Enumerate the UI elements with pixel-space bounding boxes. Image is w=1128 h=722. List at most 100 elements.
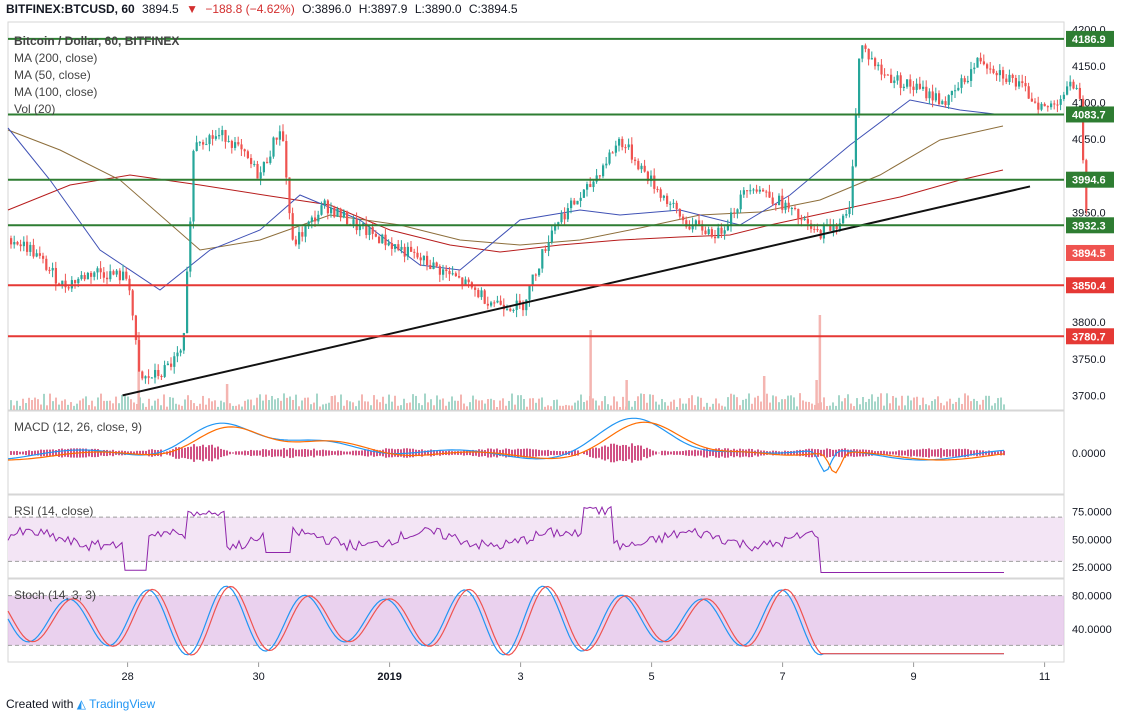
legend-ma200[interactable]: MA (200, close): [14, 51, 98, 65]
candle-up: [906, 79, 909, 87]
candle-down: [16, 242, 19, 245]
macd-pane-label[interactable]: MACD (12, 26, close, 9): [14, 420, 143, 434]
candle-down: [160, 376, 163, 378]
candle-down: [781, 195, 784, 210]
macd-histogram-bar: [205, 447, 207, 459]
volume-bar: [160, 405, 162, 410]
macd-histogram-bar: [67, 448, 69, 458]
candle-up: [451, 273, 454, 275]
time-tick-label: 2019: [377, 671, 401, 683]
macd-histogram-bar: [688, 450, 690, 456]
candle-down: [637, 160, 640, 170]
candle-up: [557, 222, 560, 225]
macd-histogram-bar: [202, 444, 204, 462]
volume-bar: [376, 399, 378, 410]
candle-down: [64, 280, 67, 288]
volume-bar: [202, 395, 204, 410]
volume-bar: [517, 395, 519, 410]
macd-histogram-bar: [88, 449, 90, 457]
volume-bar: [478, 400, 480, 410]
volume-bar: [22, 398, 24, 410]
macd-histogram-bar: [643, 449, 645, 457]
candle-up: [739, 194, 742, 210]
candle-up: [531, 274, 534, 286]
macd-histogram-bar: [190, 446, 192, 460]
candle-down: [656, 188, 659, 190]
macd-histogram-bar: [613, 443, 615, 463]
macd-histogram-bar: [937, 449, 939, 457]
macd-histogram-bar: [253, 450, 255, 456]
macd-histogram-bar: [649, 449, 651, 457]
stoch-pane-label[interactable]: Stoch (14, 3, 3): [14, 588, 97, 602]
rsi-pane-label[interactable]: RSI (14, close): [14, 504, 94, 518]
volume-bar: [694, 405, 696, 410]
legend-ma50[interactable]: MA (50, close): [14, 68, 91, 82]
volume-bar: [280, 400, 282, 410]
candle-down: [800, 219, 803, 221]
legend-vol[interactable]: Vol (20): [14, 102, 56, 116]
candle-up: [173, 356, 176, 367]
ma100-line: [7, 125, 1004, 251]
volume-bar: [31, 400, 33, 410]
macd-histogram-bar: [418, 449, 420, 457]
legend-ma100[interactable]: MA (100, close): [14, 85, 98, 99]
volume-bar: [979, 404, 981, 410]
volume-bar: [970, 401, 972, 410]
macd-histogram-bar: [265, 449, 267, 457]
candle-down: [157, 369, 160, 377]
candle-up: [541, 249, 544, 269]
volume-bar: [772, 395, 774, 410]
candle-down: [410, 246, 413, 252]
volume-bar: [532, 398, 534, 410]
macd-histogram-bar: [40, 449, 42, 457]
volume-bar: [811, 403, 813, 410]
macd-histogram-bar: [610, 443, 612, 463]
candle-down: [816, 228, 819, 231]
candle-up: [1059, 99, 1062, 105]
candle-up: [298, 232, 301, 245]
macd-histogram-bar: [967, 449, 969, 457]
macd-histogram-bar: [172, 449, 174, 457]
volume-bar: [967, 395, 969, 410]
symbol-name[interactable]: BITFINEX:BTCUSD, 60: [6, 2, 135, 16]
macd-histogram-bar: [949, 449, 951, 457]
candle-down: [1037, 102, 1040, 110]
macd-histogram-bar: [685, 450, 687, 456]
macd-histogram-bar: [661, 450, 663, 456]
candle-up: [851, 166, 854, 209]
macd-histogram-bar: [142, 450, 144, 456]
tradingview-brand[interactable]: TradingView: [89, 697, 156, 711]
candle-down: [240, 144, 243, 150]
volume-bar: [562, 405, 564, 410]
volume-bar: [817, 403, 819, 410]
volume-bar: [592, 398, 594, 410]
candle-down: [653, 175, 656, 189]
trendline: [122, 185, 1031, 397]
volume-bar: [856, 398, 858, 410]
volume-bar: [184, 399, 186, 410]
macd-histogram-bar: [715, 448, 717, 458]
macd-histogram-bar: [292, 448, 294, 458]
macd-histogram-bar: [811, 448, 813, 458]
volume-bar: [835, 405, 837, 410]
candle-up: [602, 165, 605, 177]
macd-histogram-bar: [619, 445, 621, 461]
candle-down: [1030, 98, 1033, 102]
volume-bar: [604, 396, 606, 410]
volume-bar: [997, 398, 999, 410]
macd-histogram-bar: [826, 448, 828, 458]
macd-histogram-bar: [964, 448, 966, 458]
macd-histogram-bar: [136, 450, 138, 456]
macd-histogram-bar: [535, 449, 537, 457]
volume-bar: [286, 397, 288, 410]
volume-bar: [721, 405, 723, 410]
macd-histogram-bar: [319, 450, 321, 456]
volume-bar: [931, 400, 933, 410]
candle-up: [22, 241, 25, 247]
macd-histogram-bar: [727, 448, 729, 458]
candle-up: [723, 230, 726, 234]
macd-signal-line: [7, 421, 1005, 474]
candle-down: [54, 267, 57, 284]
candle-down: [762, 189, 765, 192]
